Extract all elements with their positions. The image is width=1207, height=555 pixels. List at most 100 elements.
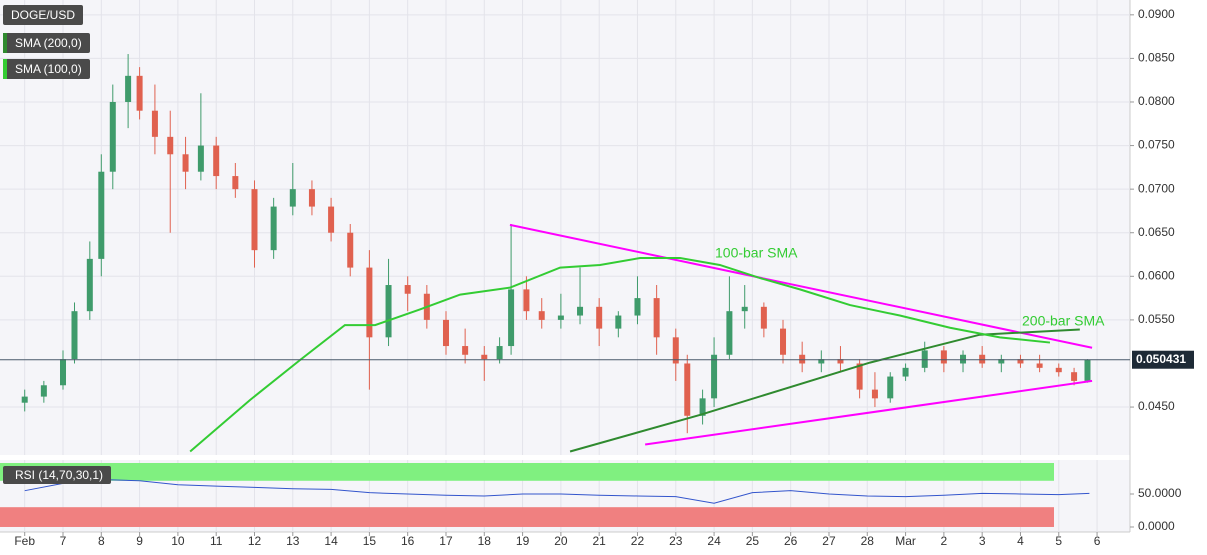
x-tick-label: 24 — [707, 534, 721, 548]
x-tick-label: 9 — [136, 534, 143, 548]
annotation: 200-bar SMA — [1022, 313, 1105, 329]
last-price-box — [1132, 350, 1194, 369]
x-tick-label: 14 — [324, 534, 338, 548]
legend-swatch — [3, 59, 7, 79]
candle-body — [60, 359, 67, 386]
candle-body — [596, 306, 603, 329]
x-tick-label: 6 — [1094, 534, 1101, 548]
price-plot — [0, 0, 1130, 455]
candle-body — [799, 354, 806, 364]
legend-label: SMA (200,0) — [15, 36, 82, 50]
x-tick-label: 7 — [60, 534, 67, 548]
candle-body — [1017, 359, 1024, 364]
y-tick-label: 0.0550 — [1138, 312, 1175, 326]
rsi-layer: 0.0000 50.0000 — [0, 463, 1182, 533]
candle-body — [615, 315, 622, 329]
y-tick-label: 0.0650 — [1138, 225, 1175, 239]
candle-body — [109, 101, 116, 172]
candle-body — [328, 206, 335, 233]
candle-body — [404, 285, 411, 294]
candle-body — [818, 359, 825, 364]
candle-body — [1036, 363, 1043, 368]
x-tick-label: 16 — [401, 534, 415, 548]
candle-body — [1055, 367, 1062, 373]
candle-body — [366, 267, 373, 338]
legend-entry: SMA (100,0) — [3, 59, 90, 79]
y-tick-label: 50.0000 — [1138, 486, 1182, 500]
x-tick-label: 23 — [669, 534, 683, 548]
candle-body — [577, 306, 584, 316]
candle-body — [940, 350, 947, 364]
y-tick-label: 0.0750 — [1138, 138, 1175, 152]
y-tick-label: 0.0000 — [1138, 519, 1175, 533]
candle-body — [1084, 359, 1091, 381]
legend-title: DOGE/USD — [3, 5, 84, 25]
candle-body — [653, 298, 660, 338]
x-tick-label: 17 — [439, 534, 453, 548]
rsi-line — [24, 478, 1090, 504]
candle-body — [998, 359, 1005, 364]
candle-body — [197, 145, 204, 172]
y-tick-label: 0.0800 — [1138, 94, 1175, 108]
y-tick-label: 0.0700 — [1138, 181, 1175, 195]
x-tick-label: 2 — [941, 534, 948, 548]
candle-body — [213, 145, 220, 177]
x-tick-label: 8 — [98, 534, 105, 548]
candle-body — [634, 298, 641, 316]
candle-body — [741, 306, 748, 312]
candle-body — [270, 206, 277, 251]
trendline — [644, 379, 1093, 446]
candle-body — [726, 311, 733, 355]
x-tick-label: 11 — [210, 534, 223, 548]
candle-body — [871, 389, 878, 399]
candle-body — [684, 363, 691, 416]
legend-entry: SMA (200,0) — [3, 33, 90, 53]
candle-body — [856, 363, 863, 390]
candle-body — [711, 354, 718, 399]
candle-body — [1071, 372, 1078, 381]
candle-body — [98, 171, 105, 259]
candle-body — [699, 398, 706, 416]
x-tick-label: 21 — [593, 534, 607, 548]
x-tick-label: 10 — [171, 534, 185, 548]
candle-body — [462, 346, 469, 355]
x-tick-label: 28 — [861, 534, 875, 548]
x-tick-label: 22 — [631, 534, 645, 548]
candle-body — [182, 154, 189, 172]
x-tick-label: 27 — [822, 534, 836, 548]
x-tick-label: Mar — [895, 534, 916, 548]
candle-body — [760, 306, 767, 329]
x-tick-label: 3 — [979, 534, 986, 548]
x-tick-label: 4 — [1017, 534, 1024, 548]
candle-body — [481, 354, 488, 360]
candle-body — [902, 367, 909, 377]
candle-body — [232, 176, 239, 190]
candle-body — [442, 319, 449, 347]
price-layer: Feb 7 8 9 10 11 12 13 14 15 16 17 18 19 20 21 22 23 24 25 26… — [0, 0, 1194, 548]
rsi-title: RSI (14,70,30,1) — [3, 466, 112, 484]
candle-body — [496, 346, 503, 360]
candle-body — [86, 258, 93, 312]
candle-body — [40, 385, 47, 397]
candle-body — [21, 396, 28, 403]
y-tick-label: 0.0900 — [1138, 7, 1175, 21]
x-tick-label: 5 — [1055, 534, 1062, 548]
x-tick-label: 19 — [516, 534, 530, 548]
x-tick-label: 25 — [746, 534, 760, 548]
x-tick-label: Feb — [14, 534, 35, 548]
legend-label: SMA (100,0) — [15, 62, 82, 76]
x-tick-label: 20 — [554, 534, 568, 548]
candle-body — [672, 337, 679, 364]
candle-body — [251, 189, 258, 251]
candle-body — [508, 289, 515, 347]
last-price-label: 0.050431 — [1136, 352, 1186, 366]
y-tick-label: 0.0450 — [1138, 399, 1175, 413]
candle-body — [780, 328, 787, 355]
y-tick-label: 0.0850 — [1138, 51, 1175, 65]
candle-body — [71, 311, 78, 360]
x-tick-label: 12 — [248, 534, 262, 548]
overbought-band — [0, 463, 1054, 481]
sma-line — [189, 257, 1051, 453]
